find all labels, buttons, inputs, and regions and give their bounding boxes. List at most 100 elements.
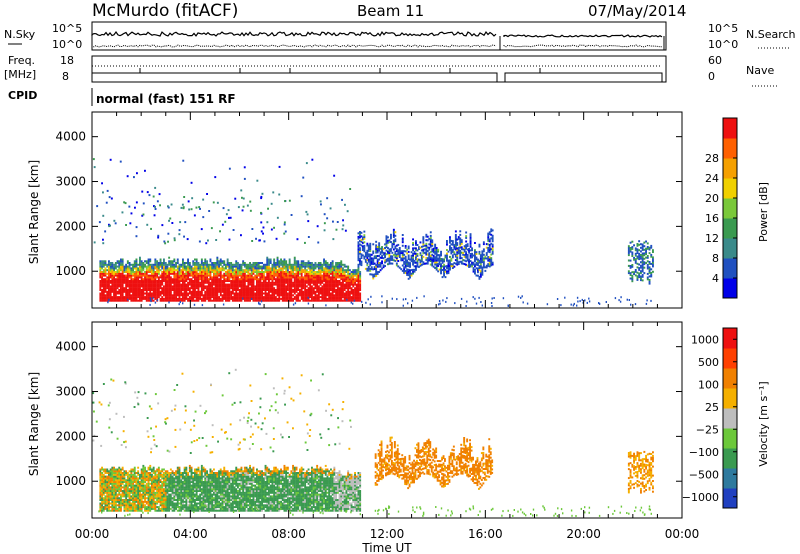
data-cell (188, 271, 191, 273)
data-cell (159, 258, 162, 261)
data-cell (285, 289, 288, 291)
data-cell (261, 281, 263, 284)
data-cell (314, 272, 317, 275)
data-cell (285, 299, 288, 302)
data-cell (432, 254, 435, 257)
data-cell (474, 263, 476, 266)
data-cell (109, 265, 112, 268)
data-cell (108, 493, 110, 496)
data-cell (372, 243, 375, 246)
data-cell (221, 267, 224, 270)
data-cell (195, 290, 198, 293)
data-cell (269, 290, 272, 293)
data-cell (268, 290, 270, 293)
data-cell (157, 287, 160, 290)
data-cell (645, 256, 647, 259)
data-cell (404, 246, 407, 249)
data-cell (309, 263, 312, 266)
data-cell (276, 292, 279, 295)
data-cell (302, 278, 305, 281)
data-cell (323, 278, 325, 281)
data-cell (120, 468, 122, 471)
data-cell (137, 289, 140, 291)
data-cell (125, 294, 128, 297)
data-cell (218, 281, 220, 284)
data-cell (228, 269, 231, 272)
data-cell (360, 264, 363, 267)
data-cell (166, 276, 169, 279)
data-cell (420, 254, 423, 257)
data-cell (326, 285, 329, 288)
data-cell (390, 249, 392, 252)
data-cell (419, 254, 422, 256)
data-cell (168, 219, 170, 222)
data-cell (297, 267, 300, 270)
data-cell (326, 274, 329, 277)
data-cell (403, 271, 406, 274)
data-cell (209, 272, 212, 275)
data-cell (293, 283, 296, 286)
data-cell (114, 475, 117, 478)
data-cell (133, 271, 136, 273)
data-cell (133, 262, 136, 264)
data-cell (101, 482, 103, 485)
data-cell (176, 272, 179, 275)
data-cell (328, 290, 331, 293)
data-cell (157, 283, 160, 286)
data-cell (459, 242, 462, 245)
data-cell (178, 281, 181, 284)
data-cell (151, 287, 153, 290)
data-cell (286, 297, 289, 300)
data-cell (250, 267, 253, 270)
data-cell (147, 287, 150, 290)
data-cell (123, 475, 126, 478)
data-cell (218, 265, 220, 268)
data-cell (194, 269, 196, 272)
data-cell (252, 276, 255, 279)
data-cell (161, 224, 164, 227)
data-cell (249, 263, 251, 266)
data-cell (311, 281, 313, 284)
data-cell (306, 213, 309, 216)
data-cell (245, 278, 248, 281)
data-cell (245, 289, 248, 291)
data-cell (474, 270, 476, 273)
data-cell (354, 297, 356, 300)
data-cell (121, 482, 124, 485)
data-cell (256, 179, 259, 182)
data-cell (288, 258, 291, 261)
data-cell (302, 260, 305, 263)
data-cell (359, 281, 362, 284)
data-cell (261, 276, 263, 279)
data-cell (466, 300, 468, 303)
data-cell (243, 271, 246, 273)
data-cell (283, 223, 286, 226)
data-cell (357, 287, 360, 290)
data-cell (200, 281, 203, 284)
data-cell (336, 272, 339, 275)
data-cell (449, 261, 451, 264)
data-cell (104, 297, 107, 300)
data-cell (261, 265, 263, 268)
data-cell (221, 294, 224, 297)
data-cell (178, 271, 181, 273)
data-cell (336, 269, 339, 272)
data-cell (438, 256, 441, 258)
data-cell (142, 278, 145, 281)
data-cell (183, 278, 186, 281)
data-cell (359, 232, 361, 235)
data-cell (223, 280, 226, 282)
data-cell (180, 276, 183, 279)
data-cell (627, 245, 630, 248)
data-cell (266, 299, 269, 302)
data-cell (488, 261, 491, 264)
data-cell (145, 299, 148, 302)
data-cell (171, 262, 174, 264)
nsky-label: N.Sky (4, 28, 36, 41)
data-cell (108, 292, 110, 295)
data-cell (209, 278, 212, 281)
data-cell (295, 290, 298, 293)
data-cell (407, 268, 410, 271)
data-cell (341, 198, 343, 201)
data-cell (194, 274, 196, 277)
